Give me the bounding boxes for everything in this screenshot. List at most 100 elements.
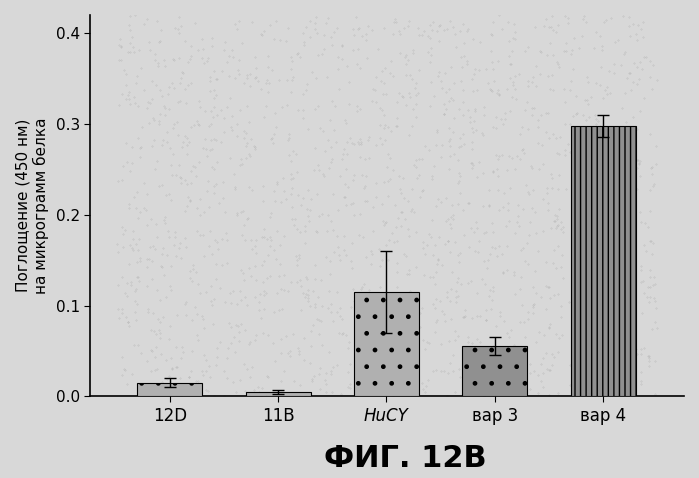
Point: [363, 133, 375, 141]
Point: [605, 217, 617, 224]
Point: [591, 28, 602, 36]
Point: [206, 42, 217, 50]
Point: [544, 320, 555, 327]
Point: [142, 104, 153, 111]
Point: [370, 74, 382, 81]
Point: [297, 289, 308, 297]
Point: [234, 287, 245, 294]
Point: [389, 238, 400, 246]
Point: [463, 338, 474, 346]
Point: [641, 54, 652, 61]
Point: [483, 79, 494, 87]
Point: [618, 188, 629, 196]
Point: [519, 47, 531, 54]
Point: [329, 126, 340, 133]
Point: [354, 211, 366, 218]
Point: [638, 241, 649, 249]
Point: [250, 145, 261, 153]
Point: [410, 79, 421, 87]
Point: [147, 114, 159, 122]
Point: [644, 207, 656, 215]
Point: [587, 368, 598, 376]
Point: [458, 206, 469, 214]
Point: [291, 256, 303, 264]
Point: [379, 124, 390, 132]
Point: [387, 229, 398, 237]
Point: [144, 38, 155, 46]
Point: [343, 338, 354, 346]
Point: [240, 154, 251, 162]
Point: [407, 76, 418, 83]
Point: [497, 250, 508, 258]
Point: [302, 286, 313, 294]
Point: [262, 63, 273, 71]
Bar: [570, 126, 635, 396]
Point: [592, 250, 603, 257]
Point: [443, 98, 454, 105]
Point: [131, 240, 142, 248]
Point: [242, 214, 253, 221]
Point: [408, 291, 419, 299]
Point: [446, 202, 457, 209]
Point: [648, 61, 659, 68]
Point: [259, 233, 270, 240]
Point: [295, 282, 306, 290]
Point: [503, 37, 514, 45]
Point: [454, 27, 466, 35]
Point: [354, 64, 366, 71]
Point: [154, 117, 165, 125]
Point: [540, 109, 552, 117]
Point: [364, 286, 375, 294]
Point: [226, 299, 237, 306]
Point: [605, 144, 616, 152]
Point: [251, 331, 262, 339]
Point: [564, 148, 575, 156]
Point: [200, 288, 211, 296]
Point: [645, 273, 656, 281]
Point: [518, 145, 529, 152]
Point: [394, 49, 405, 57]
Point: [154, 38, 165, 45]
Point: [631, 156, 642, 163]
Point: [271, 123, 282, 130]
Point: [244, 338, 255, 346]
Point: [458, 347, 469, 354]
Point: [526, 164, 538, 172]
Point: [189, 19, 201, 27]
Point: [370, 179, 381, 186]
Point: [154, 120, 165, 128]
Point: [399, 215, 410, 223]
Point: [576, 389, 587, 396]
Point: [206, 163, 217, 171]
Point: [159, 213, 170, 220]
Point: [275, 378, 287, 385]
Point: [284, 151, 295, 158]
Point: [268, 130, 279, 138]
Point: [327, 317, 338, 325]
Point: [466, 124, 477, 132]
Bar: [354, 292, 419, 396]
Point: [159, 111, 171, 119]
Point: [445, 94, 456, 101]
Point: [510, 35, 521, 43]
Point: [375, 104, 386, 111]
Point: [281, 101, 292, 109]
Point: [294, 350, 305, 358]
Point: [192, 311, 203, 318]
Point: [477, 170, 489, 177]
Point: [361, 54, 373, 62]
Point: [152, 315, 164, 323]
Point: [322, 73, 333, 80]
Point: [419, 142, 431, 150]
Point: [637, 33, 649, 41]
Point: [641, 247, 652, 255]
Point: [635, 350, 647, 358]
Point: [187, 163, 199, 170]
Point: [304, 17, 315, 24]
Point: [354, 153, 365, 161]
Point: [580, 152, 591, 159]
Point: [231, 209, 243, 217]
Point: [405, 207, 417, 215]
Point: [179, 391, 190, 398]
Point: [552, 149, 563, 157]
